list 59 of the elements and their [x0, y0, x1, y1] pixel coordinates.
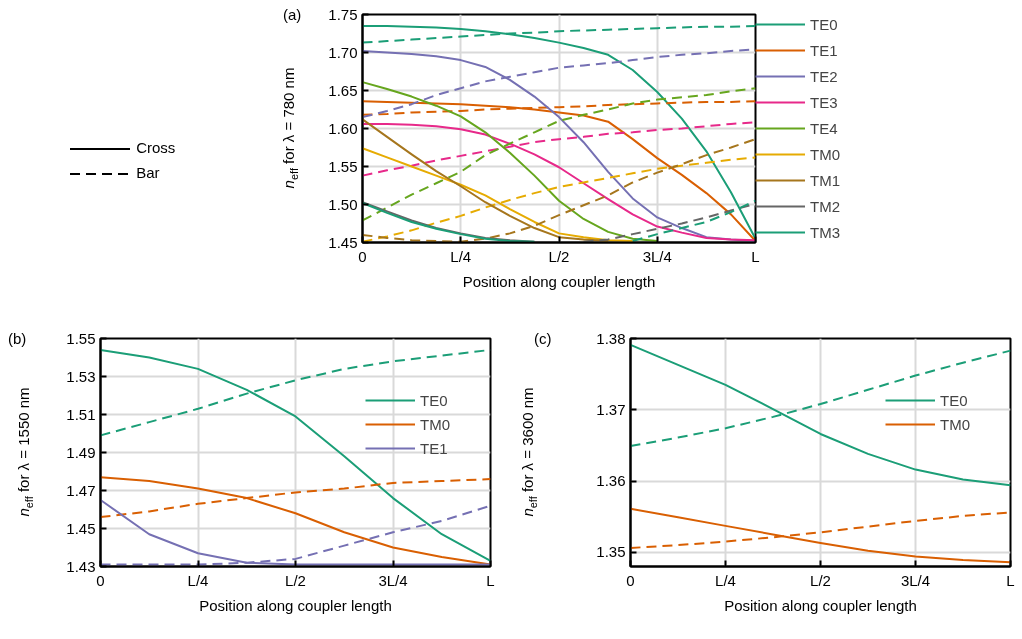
- legend-label: TE3: [810, 92, 838, 112]
- x-axis-title: Position along coupler length: [724, 596, 917, 614]
- y-tick-label: 1.51: [66, 405, 96, 423]
- legend-label: TE4: [810, 118, 838, 138]
- x-tick-label: 0: [358, 247, 367, 265]
- legend-label: TE0: [810, 14, 838, 34]
- legend-label: TE0: [420, 390, 448, 410]
- text: Bar: [135, 163, 160, 183]
- legend-label: TE1: [420, 438, 448, 458]
- legend-label: TE2: [810, 66, 838, 86]
- x-tick-label: L/2: [810, 571, 831, 589]
- y-tick-label: 1.37: [596, 400, 626, 418]
- y-tick-label: 1.35: [596, 543, 626, 561]
- legend-label: TM3: [810, 222, 840, 242]
- x-axis-title: Position along coupler length: [462, 272, 656, 290]
- legend-label: TM1: [810, 170, 840, 190]
- x-tick-label: L/4: [450, 247, 472, 265]
- y-tick-label: 1.36: [596, 472, 626, 489]
- chart-title: (b): [8, 329, 27, 349]
- y-tick-label: 1.60: [328, 119, 358, 137]
- y-tick-label: 1.45: [66, 519, 96, 537]
- x-tick-label: L: [751, 247, 760, 265]
- x-tick-label: 3L/4: [642, 247, 672, 265]
- x-tick-label: L/4: [715, 571, 736, 589]
- y-tick-label: 1.47: [66, 481, 96, 499]
- line-series: [630, 343, 1011, 487]
- text: Cross: [135, 138, 176, 158]
- x-tick-label: 3L/4: [378, 571, 408, 589]
- y-tick-label: 1.50: [328, 195, 358, 213]
- x-tick-label: 3L/4: [900, 571, 931, 589]
- y-tick-label: 1.55: [66, 329, 96, 347]
- y-tick-label: 1.43: [66, 557, 96, 575]
- x-tick-label: L/2: [548, 247, 570, 265]
- legend-label: TM0: [940, 414, 970, 434]
- y-tick-label: 1.38: [596, 329, 626, 347]
- legend-label: TE1: [810, 40, 838, 60]
- line-series: [630, 507, 1011, 564]
- x-tick-label: L/4: [187, 571, 209, 589]
- chart-title: (a): [283, 5, 302, 25]
- line-series: [362, 201, 536, 243]
- x-tick-label: L/2: [285, 571, 306, 589]
- x-tick-label: L: [1006, 571, 1015, 589]
- chart-title: (c): [534, 329, 552, 349]
- legend-label: TE0: [940, 390, 968, 410]
- legend-label: TM2: [810, 196, 840, 216]
- x-tick-label: L: [486, 571, 495, 589]
- y-tick-label: 1.65: [328, 81, 358, 99]
- x-tick-label: 0: [626, 571, 635, 589]
- y-tick-label: 1.70: [328, 43, 358, 61]
- y-tick-label: 1.53: [66, 367, 96, 385]
- x-tick-label: 0: [96, 571, 105, 589]
- line-series: [100, 348, 491, 562]
- x-axis-title: Position along coupler length: [199, 596, 392, 614]
- y-tick-label: 1.55: [328, 157, 358, 175]
- y-tick-label: 1.45: [328, 233, 358, 251]
- legend-label: TM0: [420, 414, 450, 434]
- y-tick-label: 1.75: [328, 5, 358, 23]
- y-tick-label: 1.49: [66, 443, 96, 461]
- legend-label: TM0: [810, 144, 840, 164]
